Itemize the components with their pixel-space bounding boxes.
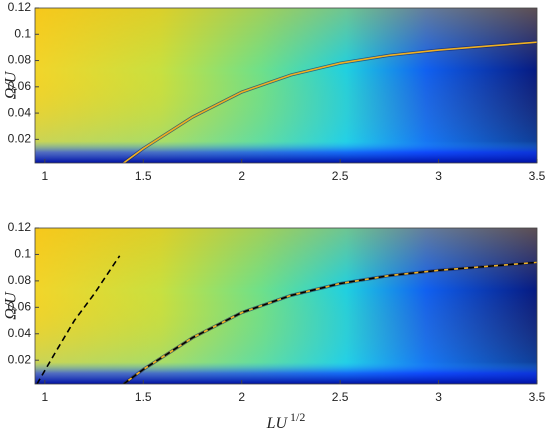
- y-tick-label: 0.12: [8, 220, 32, 234]
- y-tick-label: 0.02: [8, 352, 32, 366]
- x-tick-label: 3.5: [529, 169, 546, 183]
- x-tick-label: 2.5: [332, 169, 349, 183]
- x-tick-label: 3: [435, 169, 442, 183]
- y-tick-label: 0.06: [8, 79, 32, 93]
- y-tick-label: 0.08: [8, 53, 32, 67]
- curve: [123, 261, 537, 384]
- x-axis-label-superscript: 1/2: [290, 410, 305, 424]
- x-axis-label: LU 1/2: [266, 410, 306, 432]
- y-axis-label: Ω/U: [3, 70, 20, 99]
- curve: [123, 41, 537, 163]
- x-tick-label: 2: [238, 169, 245, 183]
- y-tick-label: 0.12: [8, 0, 32, 14]
- y-tick-label: 0.04: [8, 105, 32, 119]
- y-tick-label: 0.08: [8, 273, 32, 287]
- x-tick-label: 1: [41, 169, 48, 183]
- y-tick-label: 0.04: [8, 326, 32, 340]
- plot-area: [36, 255, 537, 384]
- plot-area: [122, 40, 537, 163]
- heatmap-shade: [35, 228, 537, 384]
- x-tick-label: 1.5: [135, 169, 152, 183]
- axes-box: [34, 7, 538, 164]
- y-tick-label: 0.02: [8, 132, 32, 146]
- x-tick-label: 3.5: [529, 390, 546, 404]
- axes-box: [34, 227, 538, 385]
- x-tick-label: 3: [435, 390, 442, 404]
- x-tick-label: 1: [41, 390, 48, 404]
- y-tick-label: 0.06: [8, 299, 32, 313]
- y-tick-label: 0.1: [14, 247, 31, 261]
- x-tick-label: 2.5: [332, 390, 349, 404]
- y-tick-label: 0.1: [14, 26, 31, 40]
- x-axis-label-base: LU: [266, 415, 289, 432]
- x-tick-label: 1.5: [135, 390, 152, 404]
- curve: [36, 255, 121, 384]
- y-axis-label: Ω/U: [3, 291, 20, 320]
- x-tick-label: 2: [238, 390, 245, 404]
- heatmap-shade: [35, 8, 537, 163]
